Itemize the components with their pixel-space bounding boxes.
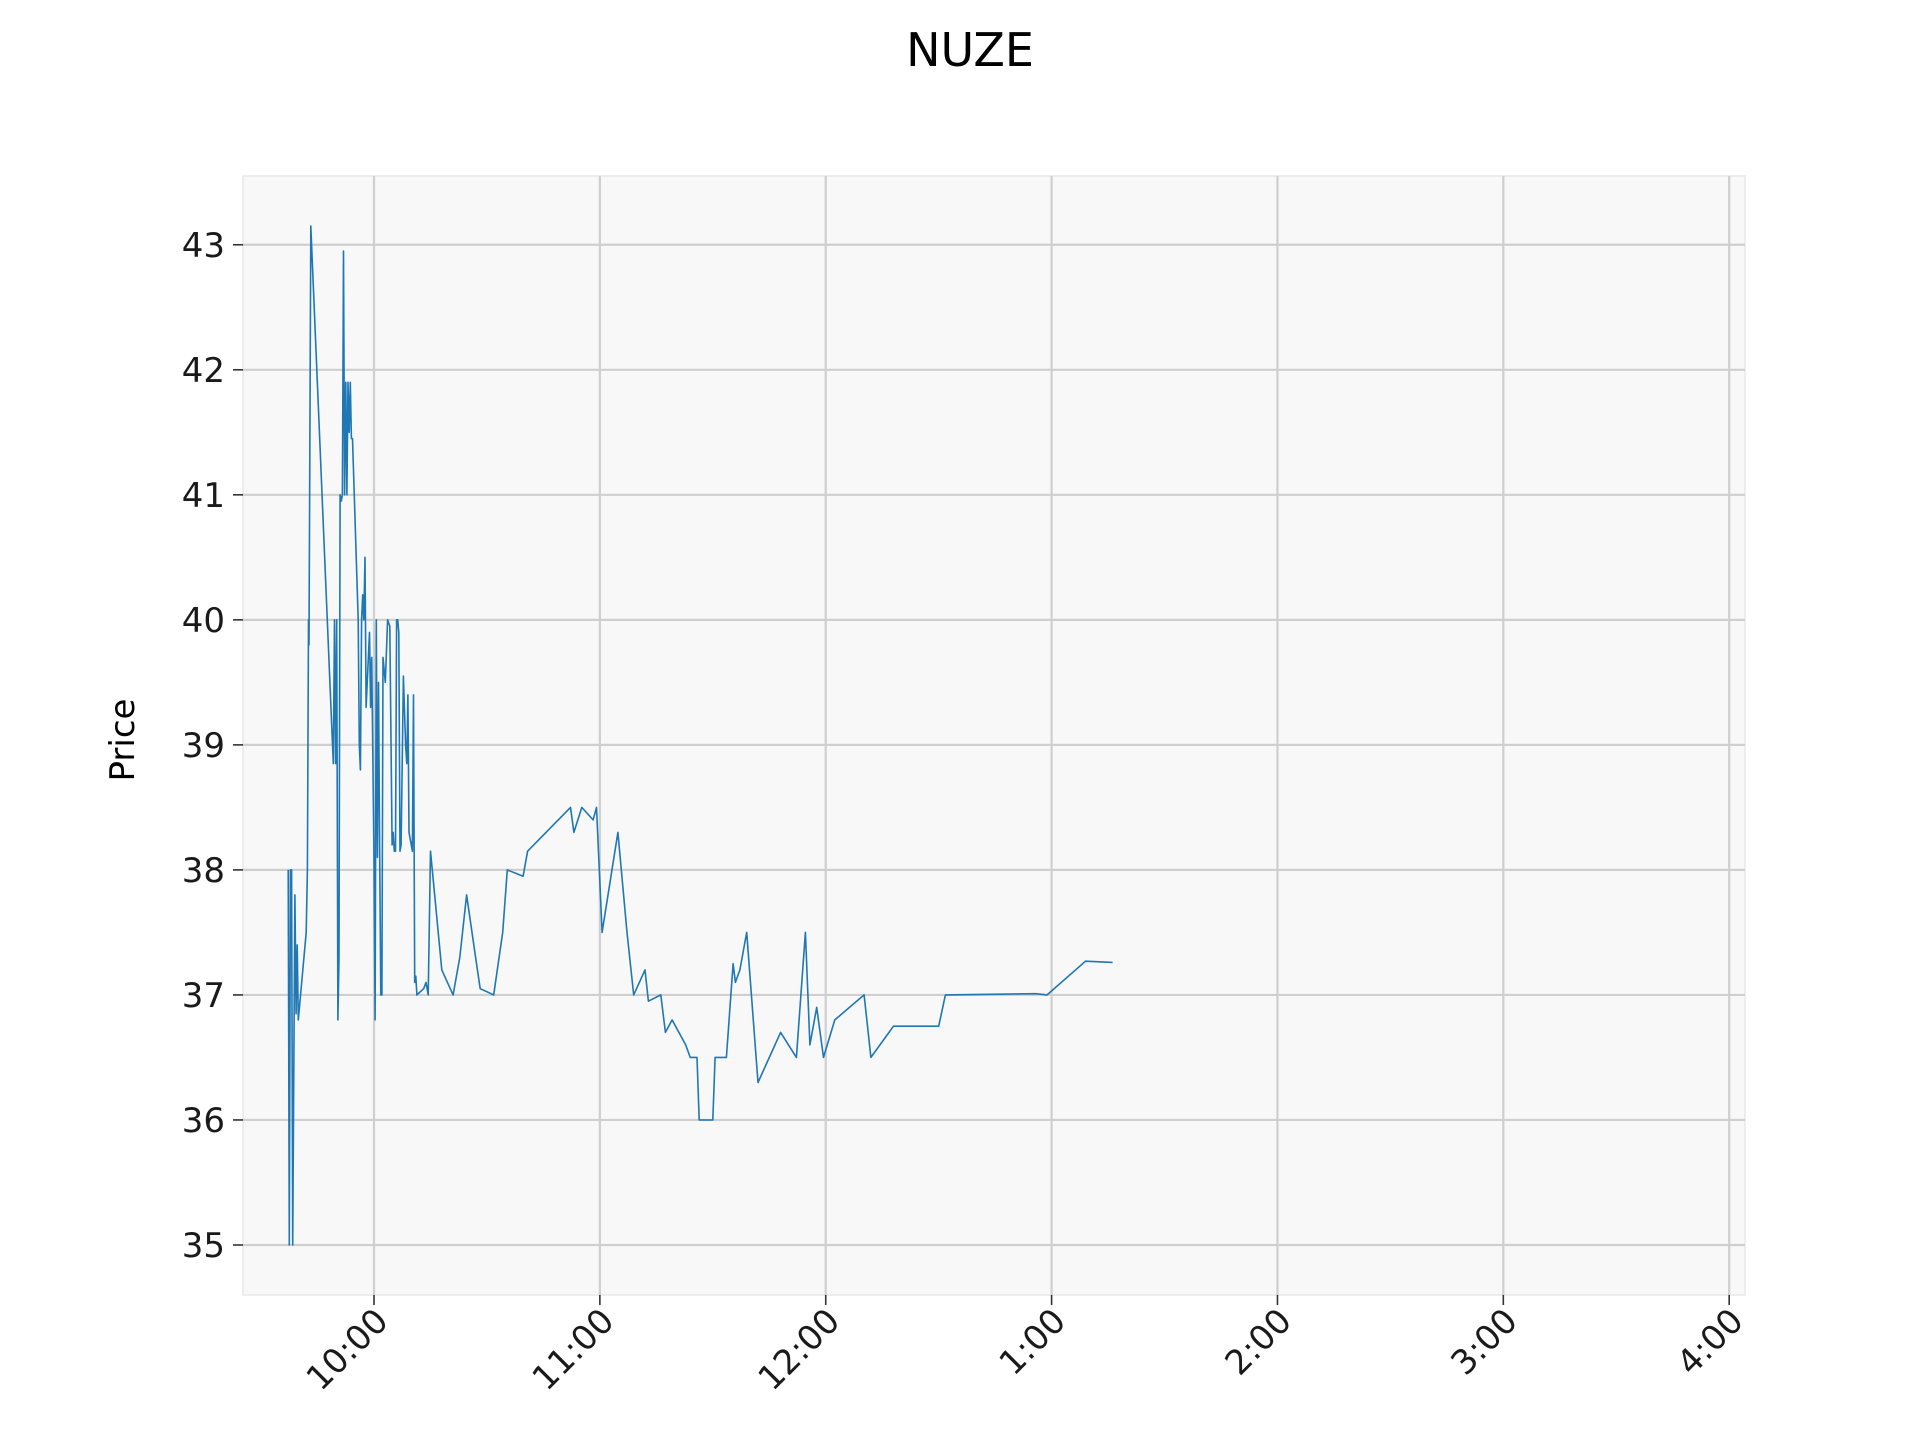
- x-tick-label: 1:00: [992, 1301, 1074, 1383]
- y-tick-label: 39: [182, 726, 225, 766]
- y-axis: 35 36 37 38 39 40 41 42 43: [182, 226, 243, 1266]
- x-tick-label: 3:00: [1443, 1301, 1525, 1383]
- plot-area: [242, 175, 1746, 1296]
- y-axis-label: Price: [103, 699, 143, 782]
- x-axis: 10:00 11:00 12:00 1:00 2:00 3:00 4:00: [299, 1295, 1752, 1399]
- chart-title: NUZE: [906, 23, 1034, 77]
- y-tick-label: 37: [182, 976, 225, 1016]
- y-tick-label: 41: [182, 476, 225, 516]
- y-tick-label: 43: [182, 226, 225, 266]
- x-tick-label: 2:00: [1218, 1301, 1300, 1383]
- x-tick-label: 12:00: [751, 1301, 849, 1399]
- x-tick-label: 4:00: [1669, 1301, 1751, 1383]
- x-tick-label: 11:00: [525, 1301, 623, 1399]
- grid-lines: [243, 176, 1745, 1295]
- y-tick-label: 38: [182, 851, 225, 891]
- x-tick-label: 10:00: [299, 1301, 397, 1399]
- y-tick-label: 42: [182, 351, 225, 391]
- price-line: [287, 225, 1113, 1246]
- y-tick-label: 35: [182, 1226, 225, 1266]
- y-tick-label: 36: [182, 1101, 225, 1141]
- y-tick-label: 40: [182, 601, 225, 641]
